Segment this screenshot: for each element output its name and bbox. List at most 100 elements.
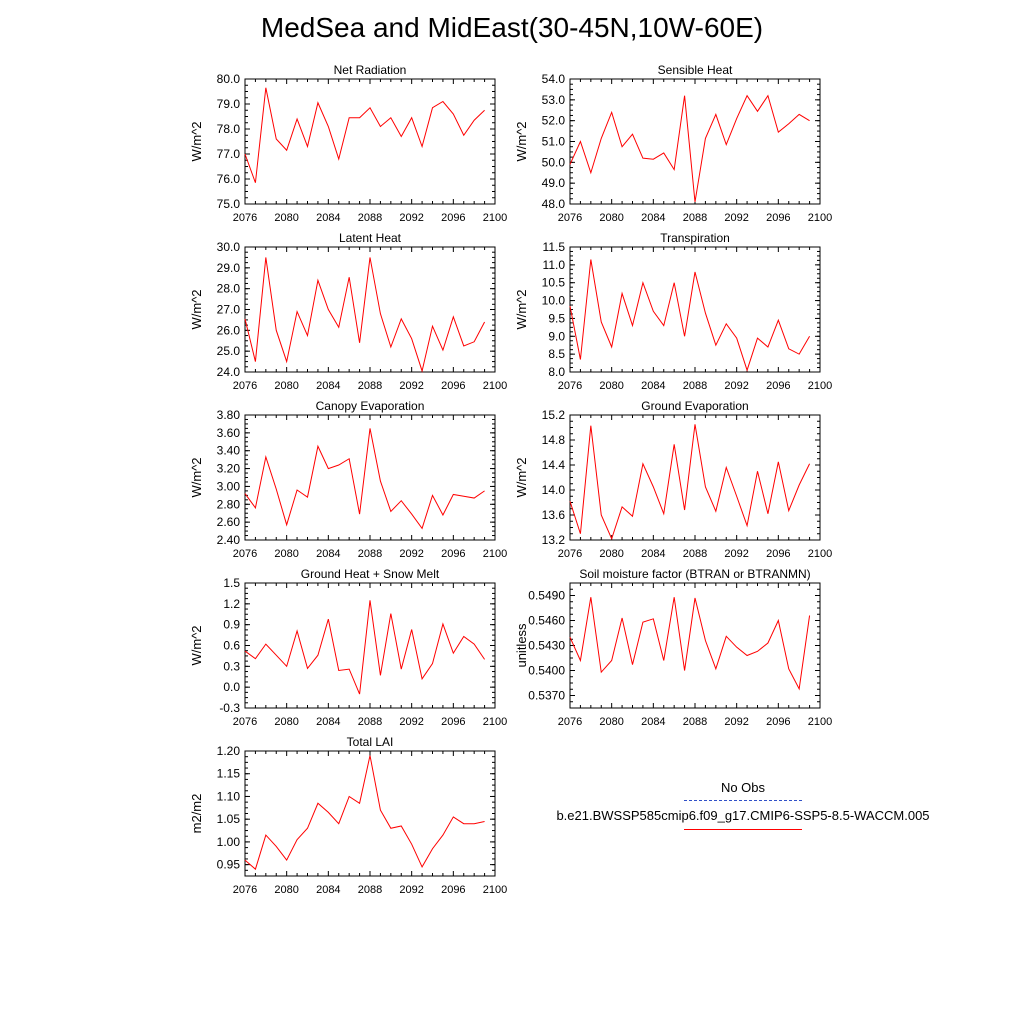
plot-frame <box>569 246 821 373</box>
x-tick-label: 2076 <box>558 716 582 728</box>
x-tick-label: 2096 <box>441 884 465 896</box>
x-tick-label: 2096 <box>766 716 790 728</box>
x-tick-label: 2076 <box>558 380 582 392</box>
y-axis-label: m2/m2 <box>189 794 204 834</box>
legend-case-line <box>684 829 802 830</box>
x-tick-label: 2092 <box>724 212 748 224</box>
x-tick-label: 2084 <box>316 548 340 560</box>
series-line-ground-heat-snow-melt <box>244 600 485 695</box>
x-tick-label: 2096 <box>441 212 465 224</box>
y-tick-label: 0.3 <box>223 659 240 673</box>
y-tick-label: 1.5 <box>223 576 240 590</box>
x-tick-label: 2084 <box>316 884 340 896</box>
x-tick-label: 2080 <box>599 548 623 560</box>
y-tick-label: 0.5430 <box>528 639 565 653</box>
y-tick-label: 25.0 <box>217 344 241 358</box>
x-tick-label: 2092 <box>399 548 423 560</box>
panel-title: Sensible Heat <box>658 63 733 77</box>
panel-title: Canopy Evaporation <box>316 399 425 413</box>
x-tick-label: 2080 <box>274 212 298 224</box>
x-tick-label: 2084 <box>641 212 665 224</box>
y-tick-label: 8.5 <box>548 347 565 361</box>
y-tick-label: 1.15 <box>217 767 241 781</box>
panel-ground-heat-snow-melt: Ground Heat + Snow Melt W/m^2 2076 2080 2084… <box>189 567 507 728</box>
y-tick-label: 50.0 <box>542 155 566 169</box>
x-tick-label: 2096 <box>766 380 790 392</box>
y-axis-label: unitless <box>514 623 529 668</box>
x-tick-label: 2080 <box>274 884 298 896</box>
y-axis-label: W/m^2 <box>189 121 204 161</box>
y-axis-label: W/m^2 <box>514 289 529 329</box>
y-tick-label: 24.0 <box>217 365 241 379</box>
y-tick-label: 9.5 <box>548 311 565 325</box>
x-tick-label: 2080 <box>599 212 623 224</box>
y-tick-label: 3.60 <box>217 426 241 440</box>
x-tick-label: 2088 <box>358 380 382 392</box>
y-tick-label: 14.8 <box>542 433 566 447</box>
y-tick-label: 80.0 <box>217 72 241 86</box>
series-line-sensible-heat <box>569 94 810 203</box>
y-tick-label: 75.0 <box>217 197 241 211</box>
x-tick-label: 2076 <box>233 716 257 728</box>
y-tick-label: 3.80 <box>217 408 241 422</box>
panel-title: Ground Heat + Snow Melt <box>301 567 440 581</box>
x-tick-label: 2076 <box>558 548 582 560</box>
y-tick-label: 1.05 <box>217 812 241 826</box>
y-tick-label: 28.0 <box>217 282 241 296</box>
panel-ground-evaporation: Ground Evaporation W/m^2 2076 2080 2084 2088 2… <box>514 399 832 560</box>
plot-frame <box>244 750 496 877</box>
y-tick-label: 29.0 <box>217 261 241 275</box>
y-tick-label: 30.0 <box>217 240 241 254</box>
panel-title: Ground Evaporation <box>641 399 748 413</box>
x-tick-label: 2096 <box>766 212 790 224</box>
legend-obs-line <box>684 800 802 801</box>
y-tick-label: 49.0 <box>542 176 566 190</box>
y-tick-label: 13.2 <box>542 533 566 547</box>
x-tick-label: 2092 <box>399 716 423 728</box>
x-tick-label: 2084 <box>641 548 665 560</box>
x-tick-label: 2092 <box>399 884 423 896</box>
x-tick-label: 2092 <box>399 380 423 392</box>
y-tick-label: 0.5400 <box>528 664 565 678</box>
y-tick-label: 11.5 <box>543 240 566 254</box>
y-tick-label: 53.0 <box>542 93 566 107</box>
panel-soil-moisture-factor-btran-or-btranmn: Soil moisture factor (BTRAN or BTRANMN) u… <box>514 567 832 728</box>
y-tick-label: 0.6 <box>223 639 240 653</box>
y-tick-label: 11.0 <box>543 258 566 272</box>
y-tick-label: 52.0 <box>542 114 566 128</box>
y-tick-label: 26.0 <box>217 323 241 337</box>
plot-frame <box>569 582 821 709</box>
y-tick-label: 9.0 <box>548 329 565 343</box>
y-axis-label: W/m^2 <box>189 625 204 665</box>
x-tick-label: 2092 <box>724 380 748 392</box>
y-tick-label: 0.0 <box>223 680 240 694</box>
y-tick-label: 27.0 <box>217 303 241 317</box>
y-tick-label: 0.95 <box>217 858 241 872</box>
y-tick-label: 2.60 <box>217 515 241 529</box>
y-tick-label: 14.4 <box>542 458 566 472</box>
y-tick-label: 0.5370 <box>528 689 565 703</box>
x-tick-label: 2084 <box>316 380 340 392</box>
x-tick-label: 2096 <box>441 380 465 392</box>
x-tick-label: 2088 <box>683 548 707 560</box>
x-tick-label: 2092 <box>399 212 423 224</box>
y-tick-label: 10.0 <box>542 294 566 308</box>
x-tick-label: 2100 <box>483 716 507 728</box>
y-tick-label: 51.0 <box>542 135 566 149</box>
x-tick-label: 2088 <box>358 884 382 896</box>
y-tick-label: 14.0 <box>542 483 566 497</box>
x-tick-label: 2100 <box>808 380 832 392</box>
x-tick-label: 2088 <box>358 548 382 560</box>
y-tick-label: 1.00 <box>217 835 241 849</box>
plot-frame <box>244 414 496 541</box>
x-tick-label: 2088 <box>358 212 382 224</box>
panel-total-lai: Total LAI m2/m2 2076 2080 2084 2088 2092 2096 21… <box>189 735 507 896</box>
y-tick-label: 1.10 <box>217 789 241 803</box>
x-tick-label: 2076 <box>233 212 257 224</box>
y-tick-label: 0.5460 <box>528 614 565 628</box>
y-tick-label: 0.9 <box>223 618 240 632</box>
series-line-transpiration <box>569 259 811 372</box>
y-tick-label: 48.0 <box>542 197 566 211</box>
x-tick-label: 2080 <box>274 548 298 560</box>
panel-latent-heat: Latent Heat W/m^2 2076 2080 2084 2088 2092 2096… <box>189 231 507 392</box>
